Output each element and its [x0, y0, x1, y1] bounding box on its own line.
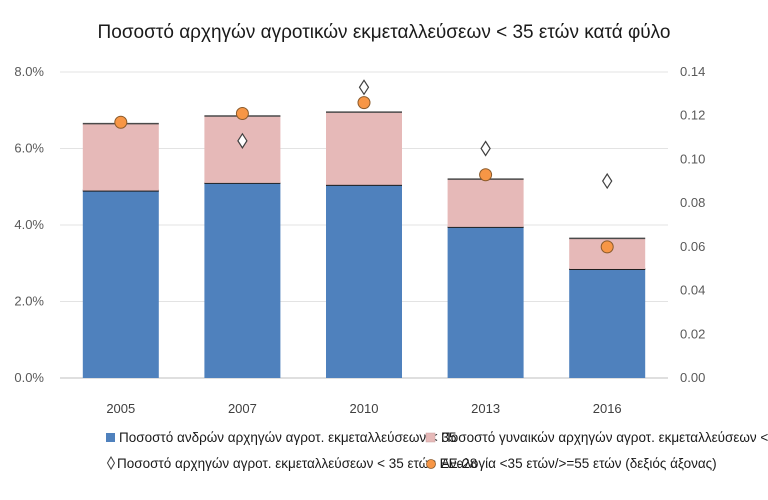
marker-eu28: [601, 172, 613, 190]
right-tick-label: 0.02: [680, 326, 705, 341]
left-tick-label: 6.0%: [14, 141, 44, 156]
bar-women: [326, 112, 402, 185]
axis-ticks: 0.0% 2.0% 4.0% 6.0% 8.0% 0.00 0.02 0.04 0.06 0.08…: [14, 64, 705, 416]
left-tick-label: 0.0%: [14, 370, 44, 385]
legend-item-eu28: Ποσοστό αρχηγών αγροτ. εκμεταλλεύσεων < …: [106, 456, 477, 471]
right-tick-label: 0.06: [680, 239, 705, 254]
legend: Ποσοστό ανδρών αρχηγών αγροτ. εκμεταλλεύ…: [106, 430, 768, 471]
bar-men: [82, 190, 159, 378]
marker-ratio: [114, 115, 128, 129]
legend-item-women: Ποσοστό γυναικών αρχηγών αγροτ. εκμεταλλ…: [425, 430, 768, 445]
category-label: 2013: [471, 401, 500, 416]
legend-swatch-men: [106, 433, 115, 442]
chart-title: Ποσοστό αρχηγών αγροτικών εκμεταλλεύσεων…: [98, 22, 671, 43]
left-tick-label: 8.0%: [14, 64, 44, 79]
right-tick-label: 0.08: [680, 195, 705, 210]
legend-item-men: Ποσοστό ανδρών αρχηγών αγροτ. εκμεταλλεύ…: [106, 430, 457, 445]
legend-label-ratio: Αναλογία <35 ετών/>=55 ετών (δεξιός άξον…: [441, 456, 717, 471]
legend-label-women: Ποσοστό γυναικών αρχηγών αγροτ. εκμεταλλ…: [441, 430, 768, 445]
right-tick-label: 0.10: [680, 151, 705, 166]
legend-label-eu28: Ποσοστό αρχηγών αγροτ. εκμεταλλεύσεων < …: [117, 456, 477, 471]
left-tick-label: 2.0%: [14, 294, 44, 309]
bar-men: [447, 226, 524, 378]
right-tick-label: 0.12: [680, 108, 705, 123]
right-tick-label: 0.14: [680, 64, 705, 79]
left-tick-label: 4.0%: [14, 217, 44, 232]
marker-ratio: [479, 168, 493, 182]
category-label: 2007: [228, 401, 257, 416]
marker-eu28: [237, 132, 248, 149]
marker-ratio: [357, 96, 371, 110]
bar-men: [204, 182, 281, 378]
category-label: 2005: [106, 401, 135, 416]
marker-eu28: [358, 79, 370, 96]
bars: [82, 111, 646, 378]
legend-marker-ratio: [426, 459, 436, 469]
marker-ratio: [235, 107, 249, 121]
bar-women: [204, 115, 281, 183]
markers: [114, 79, 614, 254]
legend-label-men: Ποσοστό ανδρών αρχηγών αγροτ. εκμεταλλεύ…: [119, 430, 457, 445]
category-label: 2016: [593, 401, 622, 416]
legend-marker-eu28: [106, 456, 116, 470]
category-label: 2010: [350, 401, 379, 416]
right-tick-label: 0.04: [680, 283, 705, 298]
marker-ratio: [600, 240, 614, 254]
right-tick-label: 0.00: [680, 370, 705, 385]
bar-men: [569, 268, 646, 378]
marker-eu28: [480, 140, 491, 157]
bar-women: [82, 123, 159, 191]
legend-swatch-women: [425, 432, 436, 443]
bar-men: [326, 184, 402, 378]
bar-women: [447, 179, 524, 227]
legend-item-ratio: Αναλογία <35 ετών/>=55 ετών (δεξιός άξον…: [426, 456, 717, 471]
